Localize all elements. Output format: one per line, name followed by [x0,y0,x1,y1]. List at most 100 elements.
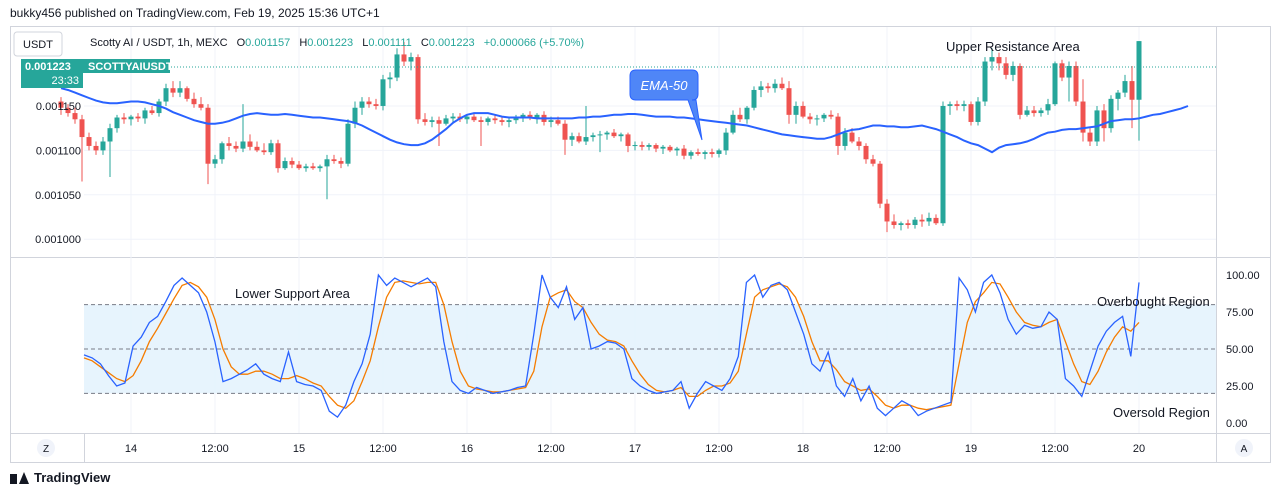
tradingview-logo[interactable]: TradingView [10,470,110,485]
candle-body [772,83,778,89]
candle-body [296,164,302,169]
candle [1129,65,1135,129]
candle-body [247,141,253,147]
candle-body [1059,63,1065,78]
candle [730,110,736,135]
oscillator-axis-labels[interactable]: 100.00 75.00 50.00 25.00 0.00 [1226,270,1260,430]
candle-body [205,107,211,164]
candle [1115,89,1121,111]
ema-callout: EMA-50 [629,69,703,141]
candle [905,219,911,229]
price-tick-label: 0.001050 [35,190,81,202]
candle-body [779,83,785,89]
time-tick-label: 12:00 [873,443,901,455]
candle-body [478,120,484,122]
candle-body [401,54,407,62]
candle-body [338,161,344,164]
auto-scale-button[interactable]: A [1235,439,1253,457]
candle-body [212,159,218,164]
candle [870,154,876,167]
candle-body [1052,63,1058,105]
candle-body [345,123,351,164]
candle [247,134,253,151]
candle-body [996,57,1002,64]
candle [205,104,211,185]
candle-body [716,150,722,154]
candle-body [534,114,540,119]
candle-body [331,159,337,162]
candle-body [506,120,512,122]
candle [436,116,442,146]
time-tick-label: 12:00 [705,443,733,455]
candle-body [695,152,701,154]
candle-body [968,104,974,122]
candle-body [632,145,638,147]
candle [569,132,575,146]
time-axis-labels[interactable]: 14 12:00 15 12:00 16 12:00 17 12:00 18 12:00 19 12:… [125,443,1145,455]
candle-body [1087,132,1093,142]
candle-body [926,217,932,222]
open-label: O [237,37,246,49]
candle [149,105,155,115]
high-value: 0.001223 [307,37,353,49]
candle [422,113,428,126]
candle-body [828,114,834,117]
candle-body [93,145,99,151]
candle [1017,63,1023,120]
candle [233,141,239,153]
a-label: A [1241,444,1248,455]
candle [226,137,232,151]
candle [681,145,687,160]
candle-body [856,141,862,146]
candle-body [415,57,421,120]
candle [114,114,120,133]
candle [744,105,750,124]
candle-body [821,114,827,119]
candle [709,148,715,158]
candle-body [100,141,106,151]
candle [1031,105,1037,117]
candle-body [723,132,729,151]
candle-body [877,163,883,204]
candle-body [604,132,610,135]
candle [198,97,204,111]
candle [93,141,99,155]
candle [331,154,337,164]
candle [380,74,386,111]
candle [625,132,631,153]
candle-body [107,128,113,142]
candle-body [443,118,449,124]
close-value: 0.001223 [429,37,475,49]
candle-body [499,120,505,122]
candle-body [170,88,176,93]
candle-body [317,166,323,169]
candle [58,97,64,115]
stochastic-d-line [83,280,1140,411]
currency-button[interactable]: USDT [13,31,63,57]
timezone-button[interactable]: Z [37,439,55,457]
oscillator-tick-label: 75.00 [1226,307,1254,319]
candle [793,101,799,124]
candle-body [842,132,848,146]
candle [996,52,1002,71]
candle [646,143,652,151]
candle-body [1108,98,1114,129]
candle [597,130,603,153]
candle [982,57,988,106]
oscillator-tick-label: 100.00 [1226,270,1260,282]
candle-body [135,116,141,119]
candle-body [380,79,386,106]
candle-body [702,152,708,154]
candle [191,92,197,108]
candle-body [863,145,869,160]
candle [786,81,792,124]
price-axis-labels[interactable]: 0.001150 0.001100 0.001050 0.001000 [35,101,81,246]
candle [79,114,85,182]
candle [282,157,288,170]
candle [772,79,778,93]
candle-body [128,116,134,120]
candle [387,72,393,89]
candle [1052,61,1058,106]
symbol-title: Scotty AI / USDT, 1h, MEXC [90,37,228,49]
